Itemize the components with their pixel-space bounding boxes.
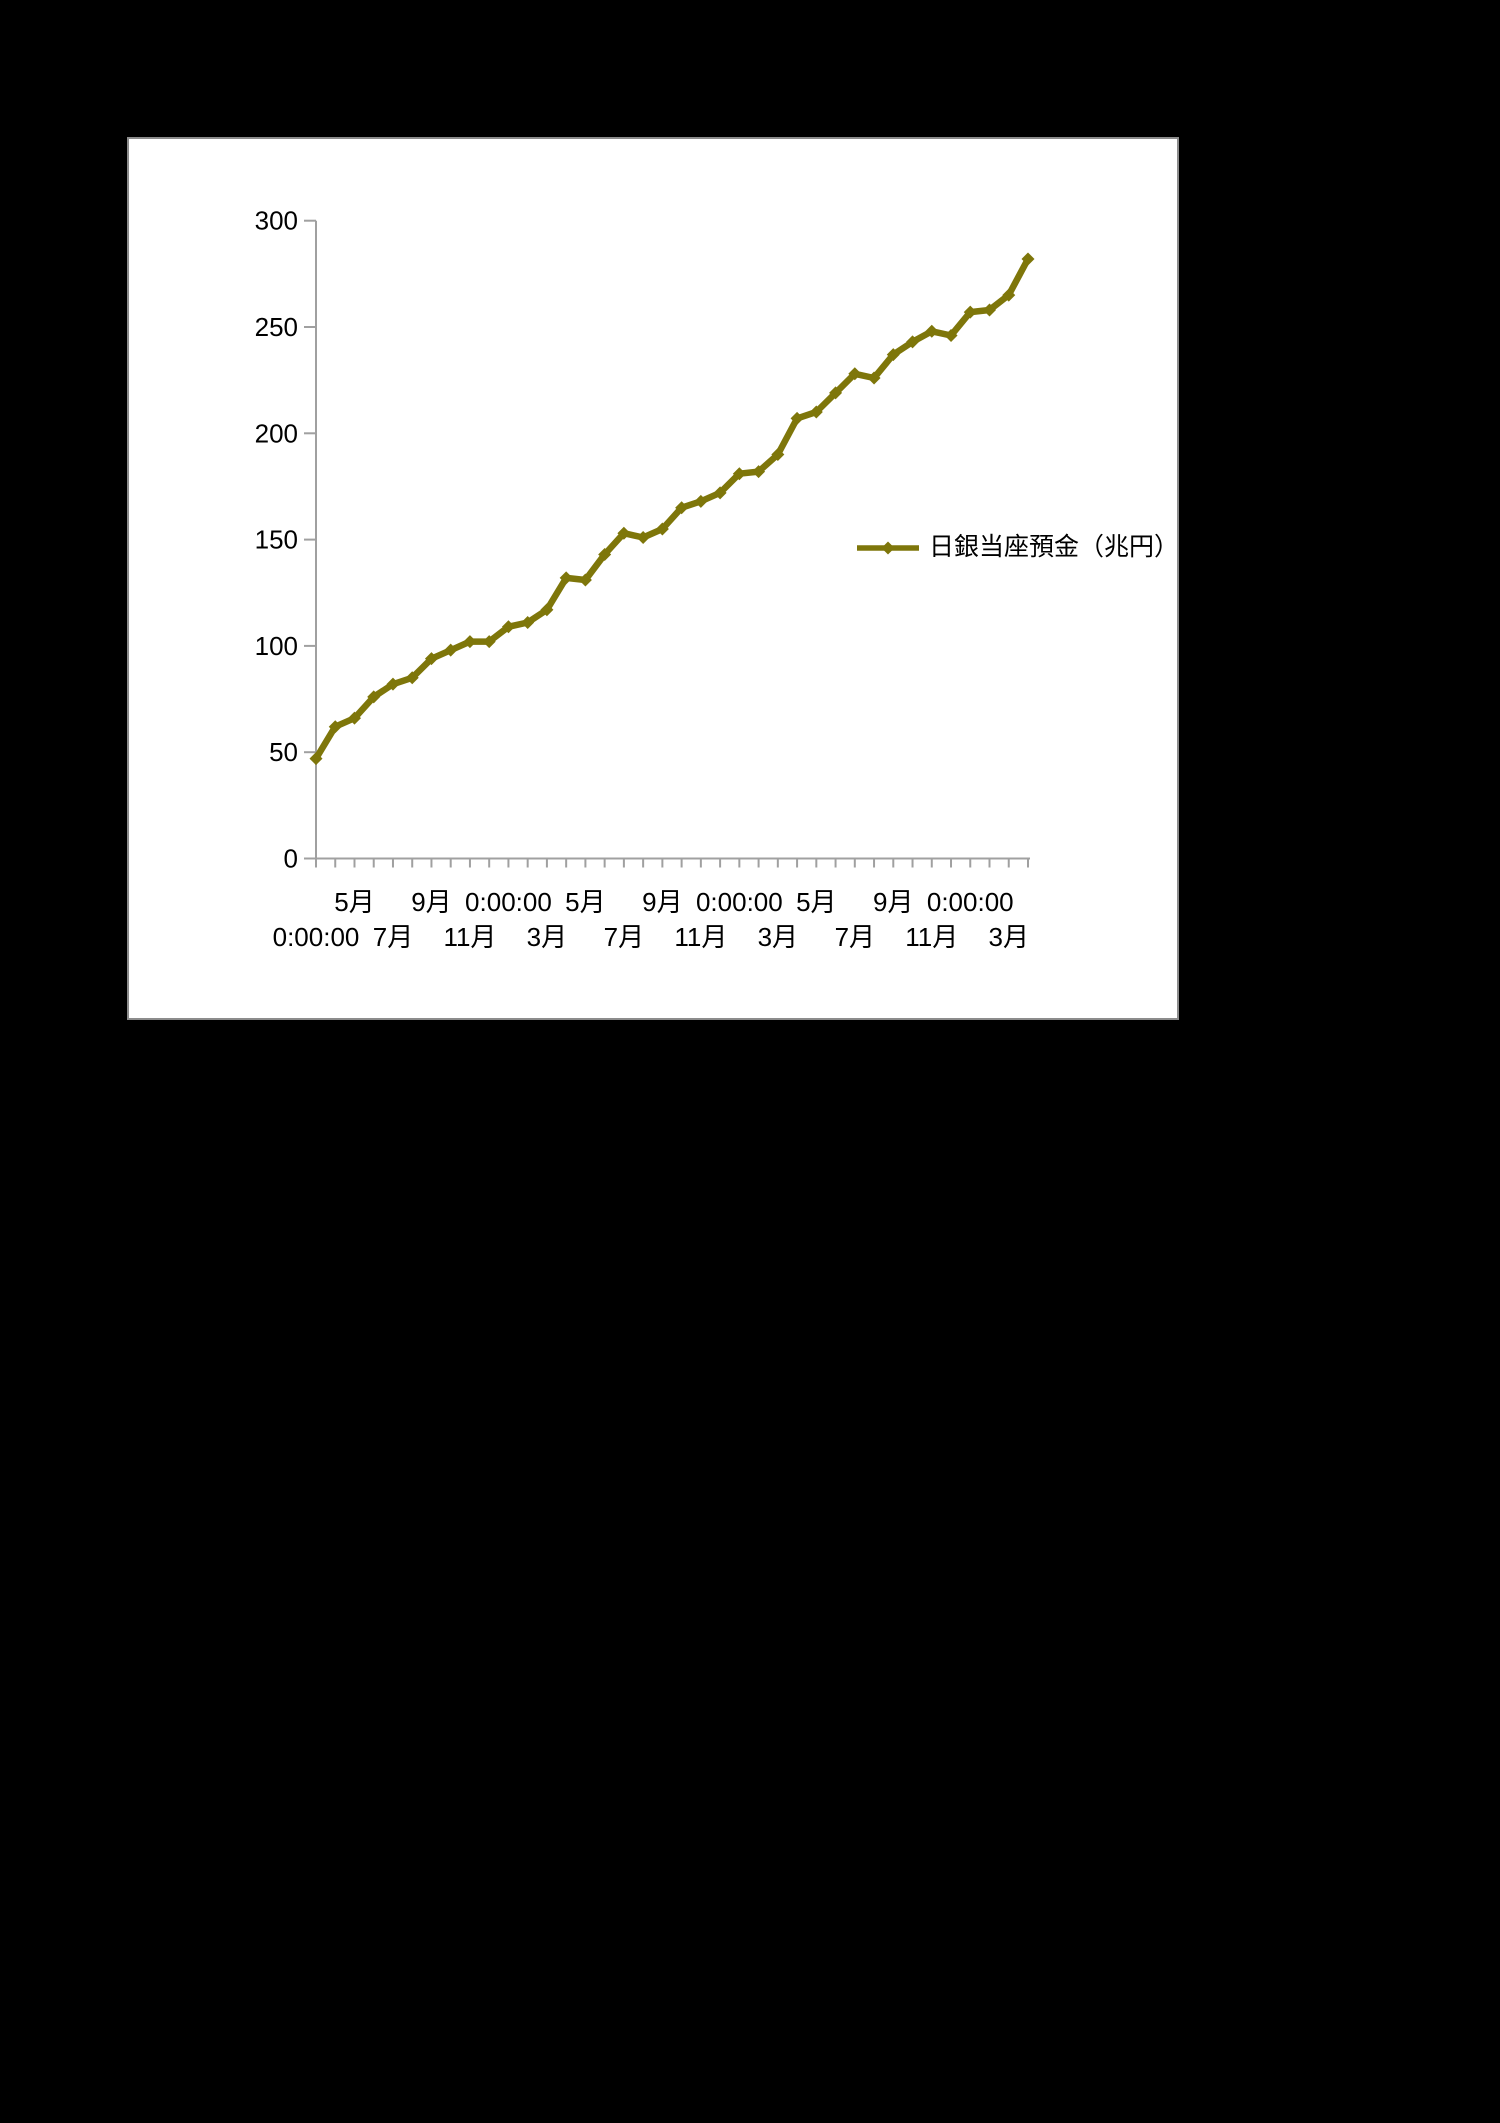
series-marker-diamond [501,620,515,634]
x-tick-label-upper: 9月 [873,887,913,917]
x-tick-label-lower: 7月 [373,922,413,952]
x-tick-label-lower: 11月 [905,922,958,952]
series-marker-diamond [675,501,689,515]
y-tick-label: 300 [255,206,298,236]
series-marker-diamond [386,677,400,691]
series-marker-diamond [482,635,496,649]
series-marker-diamond [1002,288,1016,302]
series-marker-diamond [559,571,573,585]
series-marker-diamond [444,643,458,657]
legend: 日銀当座預金（兆円） [856,533,1179,563]
x-tick-label-lower: 11月 [443,922,496,952]
series-marker-diamond [405,671,419,685]
legend-marker-icon [857,541,919,555]
series-marker-diamond [790,411,804,425]
series-marker-diamond [848,367,862,381]
x-tick-label-lower: 3月 [989,922,1029,952]
x-tick-label-upper: 5月 [565,887,605,917]
series-marker-diamond [752,465,766,479]
x-tick-label-lower: 7月 [835,922,875,952]
y-tick-label: 50 [269,737,298,767]
series-marker-diamond [983,303,997,317]
series-marker-diamond [809,405,823,419]
x-tick-label-lower: 3月 [527,922,567,952]
x-tick-label-lower: 3月 [758,922,798,952]
series-marker-diamond [771,448,785,462]
x-tick-label-upper: 5月 [796,887,836,917]
series-marker-diamond [578,573,592,587]
series-marker-diamond [328,720,342,734]
x-tick-label-lower: 0:00:00 [273,922,360,952]
series-marker-diamond [521,616,535,630]
x-tick-label-upper: 9月 [642,887,682,917]
series-marker-diamond [867,371,881,385]
series-marker-diamond [886,348,900,362]
series-marker-diamond [617,526,631,540]
y-tick-label: 100 [255,631,298,661]
y-tick-label: 150 [255,525,298,555]
series-marker-diamond [925,324,939,338]
series-marker-diamond [424,652,438,666]
x-tick-label-upper: 0:00:00 [927,887,1014,917]
series-marker-diamond [713,486,727,500]
series-marker-diamond [636,530,650,544]
x-tick-label-lower: 11月 [674,922,727,952]
series-marker-diamond [540,603,554,617]
series-marker-diamond [732,467,746,481]
x-tick-label-upper: 5月 [334,887,374,917]
y-tick-label: 0 [284,844,298,874]
y-tick-label: 250 [255,312,298,342]
series-marker-diamond [309,752,323,766]
x-tick-label-lower: 7月 [604,922,644,952]
x-tick-label-upper: 0:00:00 [696,887,783,917]
legend-diamond-icon [881,541,895,555]
series-marker-diamond [963,305,977,319]
legend-series-label: 日銀当座預金（兆円） [929,534,1180,561]
series-marker-diamond [906,335,920,349]
series-marker-diamond [694,494,708,508]
line-chart-plot: 0 50 100 150 200 250 300 0:00:00 7月 11月 3月 7月 11月 3月 7… [255,206,1035,952]
series-marker-diamond [829,386,843,400]
series-line [312,255,1032,762]
series-marker-diamond [655,522,669,536]
series-marker-diamond [347,711,361,725]
series-marker-diamond [463,635,477,649]
x-tick-label-upper: 9月 [411,887,451,917]
chart-window: 0 50 100 150 200 250 300 0:00:00 7月 11月 3月 7月 11月 3月 7… [127,137,1179,1020]
series-marker-diamond [598,547,612,561]
series-marker-diamond [367,690,381,704]
y-tick-label: 200 [255,418,298,448]
series-marker-diamond [944,329,958,343]
x-tick-label-upper: 0:00:00 [465,887,552,917]
